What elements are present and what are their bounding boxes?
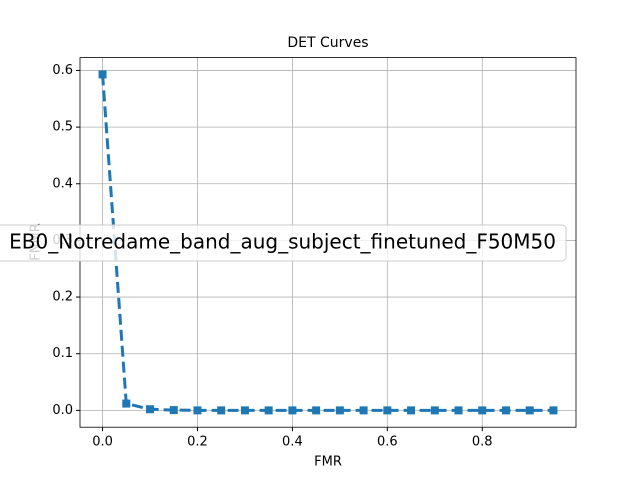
data-point bbox=[501, 406, 510, 415]
data-point bbox=[146, 405, 155, 414]
y-tick-label: 0.0 bbox=[52, 403, 73, 418]
x-tick-label: 0.0 bbox=[92, 435, 113, 450]
x-tick-label: 0.2 bbox=[187, 435, 208, 450]
data-point bbox=[122, 399, 131, 408]
x-tick-label: 0.4 bbox=[282, 435, 303, 450]
data-point bbox=[240, 406, 249, 415]
x-axis-label: FMR bbox=[314, 455, 342, 470]
data-point bbox=[193, 406, 202, 415]
x-tick-label: 0.8 bbox=[472, 435, 493, 450]
y-tick-label: 0.5 bbox=[52, 120, 73, 135]
data-point bbox=[98, 70, 107, 79]
data-point bbox=[430, 406, 439, 415]
data-point bbox=[335, 406, 344, 415]
data-point bbox=[264, 406, 273, 415]
data-point bbox=[407, 406, 416, 415]
chart-title: DET Curves bbox=[287, 35, 368, 51]
legend-label: EB0_Notredame_band_aug_subject_finetuned… bbox=[9, 230, 556, 254]
x-tick-label: 0.6 bbox=[377, 435, 398, 450]
y-tick-label: 0.2 bbox=[52, 290, 73, 305]
y-tick-label: 0.1 bbox=[52, 346, 73, 361]
data-point bbox=[359, 406, 368, 415]
data-point bbox=[288, 406, 297, 415]
legend: EB0_Notredame_band_aug_subject_finetuned… bbox=[0, 224, 567, 262]
data-point bbox=[478, 406, 487, 415]
legend-box bbox=[0, 224, 567, 262]
data-point bbox=[383, 406, 392, 415]
y-tick-label: 0.6 bbox=[52, 63, 73, 78]
data-point bbox=[525, 406, 534, 415]
data-point bbox=[169, 406, 178, 415]
data-point bbox=[312, 406, 321, 415]
data-point bbox=[549, 406, 558, 415]
data-point bbox=[217, 406, 226, 415]
y-tick-label: 0.4 bbox=[52, 176, 73, 191]
data-point bbox=[454, 406, 463, 415]
